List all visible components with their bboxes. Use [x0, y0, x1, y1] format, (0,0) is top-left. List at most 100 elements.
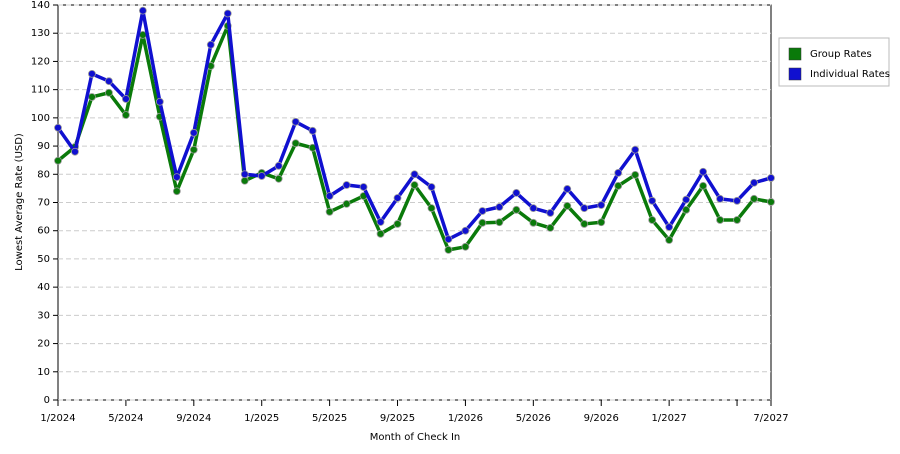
x-tick-label: 5/2025: [312, 413, 347, 424]
x-tick-label: 7/2027: [753, 413, 788, 424]
point: [71, 147, 79, 156]
y-tick-label: 120: [31, 56, 50, 67]
y-tick-label: 40: [37, 282, 50, 293]
point: [682, 205, 691, 214]
point: [444, 245, 453, 254]
point: [512, 189, 521, 197]
x-tick-label: 1/2025: [244, 413, 279, 424]
point: [172, 187, 181, 196]
point: [631, 170, 640, 179]
legend-swatch: [788, 67, 802, 81]
point: [648, 216, 657, 224]
point: [478, 218, 487, 227]
y-tick-label: 0: [44, 395, 50, 406]
point: [733, 196, 741, 205]
point: [665, 223, 674, 231]
point: [750, 178, 758, 187]
y-tick-label: 90: [37, 141, 50, 152]
point: [529, 218, 538, 227]
point: [410, 170, 419, 179]
point: [223, 9, 232, 18]
point: [563, 185, 572, 193]
legend-label: Individual Rates: [810, 69, 890, 80]
y-tick-label: 140: [31, 0, 50, 11]
y-tick-label: 110: [31, 85, 50, 96]
point: [291, 139, 300, 148]
point: [563, 201, 572, 210]
point: [325, 207, 334, 216]
y-tick-label: 130: [31, 28, 50, 39]
point: [240, 176, 249, 185]
point: [257, 172, 266, 180]
y-tick-label: 80: [37, 169, 50, 180]
point: [376, 218, 385, 226]
point: [393, 194, 402, 202]
point: [274, 161, 283, 170]
legend-label: Group Rates: [810, 49, 872, 60]
point: [172, 173, 181, 182]
y-tick-label: 100: [31, 113, 50, 124]
point: [88, 69, 96, 78]
legend-swatch: [788, 47, 802, 61]
y-tick-label: 50: [37, 254, 50, 265]
point: [546, 223, 555, 232]
point: [461, 242, 470, 251]
point: [716, 194, 724, 203]
point: [138, 6, 147, 15]
point: [122, 111, 130, 119]
point: [427, 183, 436, 191]
point: [105, 77, 113, 86]
y-tick-label: 60: [37, 226, 50, 237]
y-axis-label: Lowest Average Rate (USD): [14, 133, 25, 271]
point: [699, 167, 707, 176]
point: [291, 117, 300, 126]
point: [155, 97, 164, 106]
x-tick-label: 1/2024: [40, 413, 75, 424]
point: [767, 198, 775, 206]
point: [54, 156, 62, 165]
y-tick-label: 30: [37, 310, 50, 321]
point: [359, 183, 368, 191]
point: [495, 218, 504, 227]
point: [529, 204, 538, 213]
point: [750, 194, 758, 203]
point: [512, 205, 521, 214]
point: [54, 123, 62, 132]
point: [478, 207, 487, 215]
x-tick-label: 5/2026: [516, 413, 551, 424]
x-tick-label: 9/2025: [380, 413, 415, 424]
x-tick-label: 1/2027: [652, 413, 687, 424]
point: [597, 218, 606, 227]
point: [699, 181, 707, 190]
point: [631, 145, 640, 154]
point: [614, 181, 623, 190]
point: [105, 88, 113, 97]
point: [342, 200, 351, 208]
point: [580, 204, 589, 213]
point: [682, 195, 691, 204]
point: [308, 126, 317, 135]
point: [444, 235, 453, 244]
point: [495, 203, 504, 211]
point: [546, 209, 555, 217]
point: [733, 216, 741, 224]
point: [461, 226, 470, 235]
point: [614, 168, 623, 177]
point: [580, 220, 589, 228]
point: [274, 174, 283, 183]
point: [597, 201, 606, 209]
point: [665, 236, 674, 244]
x-tick-label: 9/2024: [176, 413, 211, 424]
point: [325, 192, 334, 200]
point: [206, 40, 215, 49]
point: [342, 181, 351, 189]
point: [716, 216, 724, 224]
y-tick-label: 10: [37, 367, 50, 378]
point: [88, 93, 96, 101]
y-tick-label: 20: [37, 339, 50, 350]
point: [240, 170, 249, 179]
point: [410, 181, 419, 189]
point: [122, 95, 130, 103]
